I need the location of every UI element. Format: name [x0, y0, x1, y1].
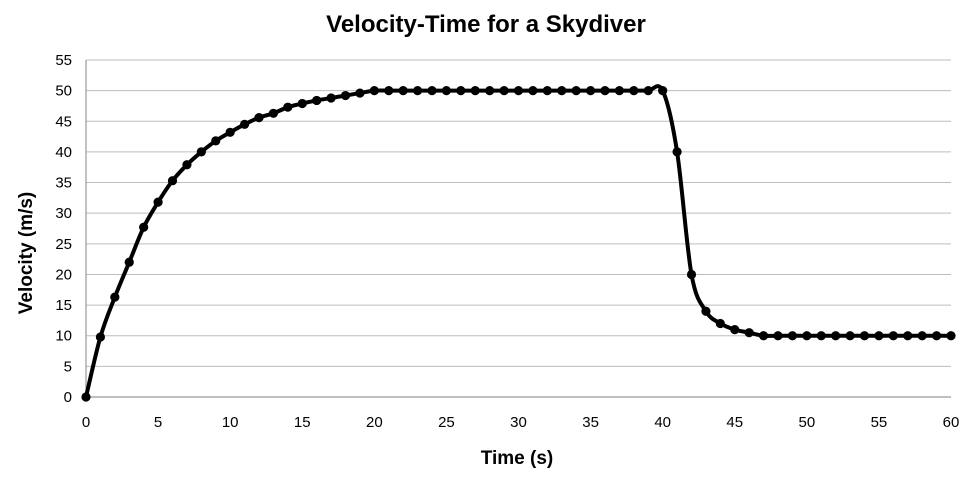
- data-point: [585, 86, 596, 96]
- data-point: [845, 331, 855, 341]
- velocity-series-line: [84, 84, 953, 399]
- data-point: [167, 176, 178, 186]
- data-point: [182, 160, 192, 170]
- y-tick-label: 20: [55, 266, 72, 283]
- data-point: [110, 292, 120, 302]
- data-point: [427, 86, 437, 96]
- y-tick-label: 10: [55, 328, 72, 345]
- data-point: [816, 331, 826, 341]
- data-point: [369, 86, 379, 96]
- y-tick-label: 55: [55, 52, 72, 69]
- x-tick-label: 30: [510, 414, 527, 431]
- data-point: [730, 325, 740, 335]
- tick-labels: 0 5 10 15 20 25 30 35 40 45 50 55 0 5 10 15 20 25 30 35 40 45…: [55, 52, 959, 431]
- data-point: [326, 93, 336, 103]
- data-point: [888, 331, 898, 341]
- data-point: [225, 127, 235, 137]
- data-point: [931, 331, 942, 341]
- data-point: [499, 86, 509, 96]
- data-point: [859, 331, 870, 341]
- x-tick-label: 25: [438, 414, 455, 431]
- data-point: [355, 88, 365, 98]
- data-point: [470, 86, 480, 96]
- data-point: [629, 86, 639, 96]
- data-points: [81, 86, 956, 402]
- data-point: [946, 331, 956, 341]
- x-tick-label: 35: [582, 414, 599, 431]
- data-point: [686, 269, 697, 280]
- data-point: [528, 86, 538, 96]
- data-point: [917, 331, 927, 341]
- y-tick-label: 40: [55, 144, 72, 161]
- data-point: [268, 108, 279, 118]
- data-point: [542, 86, 552, 96]
- data-point: [254, 112, 264, 123]
- x-tick-label: 55: [871, 414, 888, 431]
- y-tick-label: 45: [55, 113, 72, 130]
- data-point: [81, 392, 91, 402]
- x-tick-label: 20: [366, 414, 383, 431]
- data-point: [787, 331, 798, 341]
- data-point: [672, 147, 682, 157]
- data-point: [124, 257, 134, 267]
- y-tick-label: 5: [64, 358, 72, 375]
- data-point: [283, 102, 293, 112]
- data-point: [153, 197, 163, 207]
- data-point: [95, 332, 106, 342]
- data-point: [513, 86, 524, 96]
- x-tick-label: 45: [726, 414, 743, 431]
- data-point: [441, 86, 452, 96]
- data-point: [744, 328, 754, 338]
- data-point: [701, 306, 711, 316]
- data-point: [758, 331, 769, 341]
- x-axis-title: Time (s): [481, 448, 554, 469]
- gridlines: [86, 59, 951, 367]
- data-point: [643, 86, 653, 96]
- y-axis-title: Velocity (m/s): [16, 192, 37, 315]
- chart-title: Velocity-Time for a Skydiver: [326, 11, 646, 38]
- data-point: [600, 86, 610, 96]
- y-tick-label: 35: [55, 175, 72, 192]
- x-tick-label: 60: [943, 414, 960, 431]
- data-point: [614, 86, 625, 96]
- data-point: [571, 86, 581, 96]
- data-point: [239, 119, 250, 129]
- data-point: [384, 86, 394, 96]
- data-point: [715, 318, 725, 329]
- data-point: [211, 136, 221, 146]
- x-tick-label: 50: [798, 414, 815, 431]
- data-point: [312, 95, 322, 106]
- y-tick-label: 15: [55, 297, 72, 314]
- y-tick-label: 50: [55, 83, 72, 100]
- x-tick-label: 15: [294, 414, 311, 431]
- y-tick-label: 0: [64, 389, 72, 406]
- data-point: [658, 86, 668, 96]
- data-point: [340, 90, 351, 101]
- x-tick-label: 5: [154, 414, 162, 431]
- data-point: [903, 331, 913, 341]
- data-point: [831, 331, 841, 341]
- data-point: [196, 147, 206, 157]
- data-point: [874, 331, 884, 341]
- data-point: [485, 86, 495, 96]
- x-tick-label: 10: [222, 414, 239, 431]
- y-tick-label: 30: [55, 205, 72, 222]
- data-point: [456, 86, 466, 96]
- y-tick-label: 25: [55, 236, 72, 253]
- x-tick-label: 40: [654, 414, 671, 431]
- data-point: [773, 331, 783, 341]
- data-point: [398, 86, 408, 96]
- data-point: [139, 222, 149, 232]
- data-point: [802, 331, 812, 341]
- data-point: [412, 86, 423, 96]
- x-tick-label: 0: [82, 414, 90, 431]
- data-point: [297, 98, 307, 109]
- data-point: [557, 86, 567, 96]
